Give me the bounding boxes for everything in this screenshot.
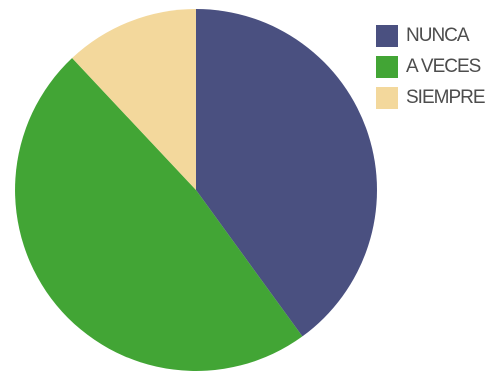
legend-label-siempre: SIEMPRE — [406, 87, 486, 108]
legend-item-nunca: NUNCA — [376, 24, 484, 48]
legend-swatch-nunca — [376, 25, 398, 47]
legend-swatch-siempre — [376, 87, 398, 109]
pie-slice-siempre — [72, 9, 196, 190]
pie-slices — [15, 9, 377, 371]
pie-slice-a-veces — [15, 58, 303, 371]
pie-slice-nunca — [196, 9, 377, 337]
legend-swatch-a-veces — [376, 56, 398, 78]
legend-item-siempre: SIEMPRE — [376, 86, 486, 110]
legend-label-nunca: NUNCA — [406, 25, 470, 46]
legend: NUNCA A VECES SIEMPRE — [376, 24, 486, 117]
legend-label-a-veces: A VECES — [406, 56, 481, 77]
legend-item-a-veces: A VECES — [376, 55, 484, 79]
